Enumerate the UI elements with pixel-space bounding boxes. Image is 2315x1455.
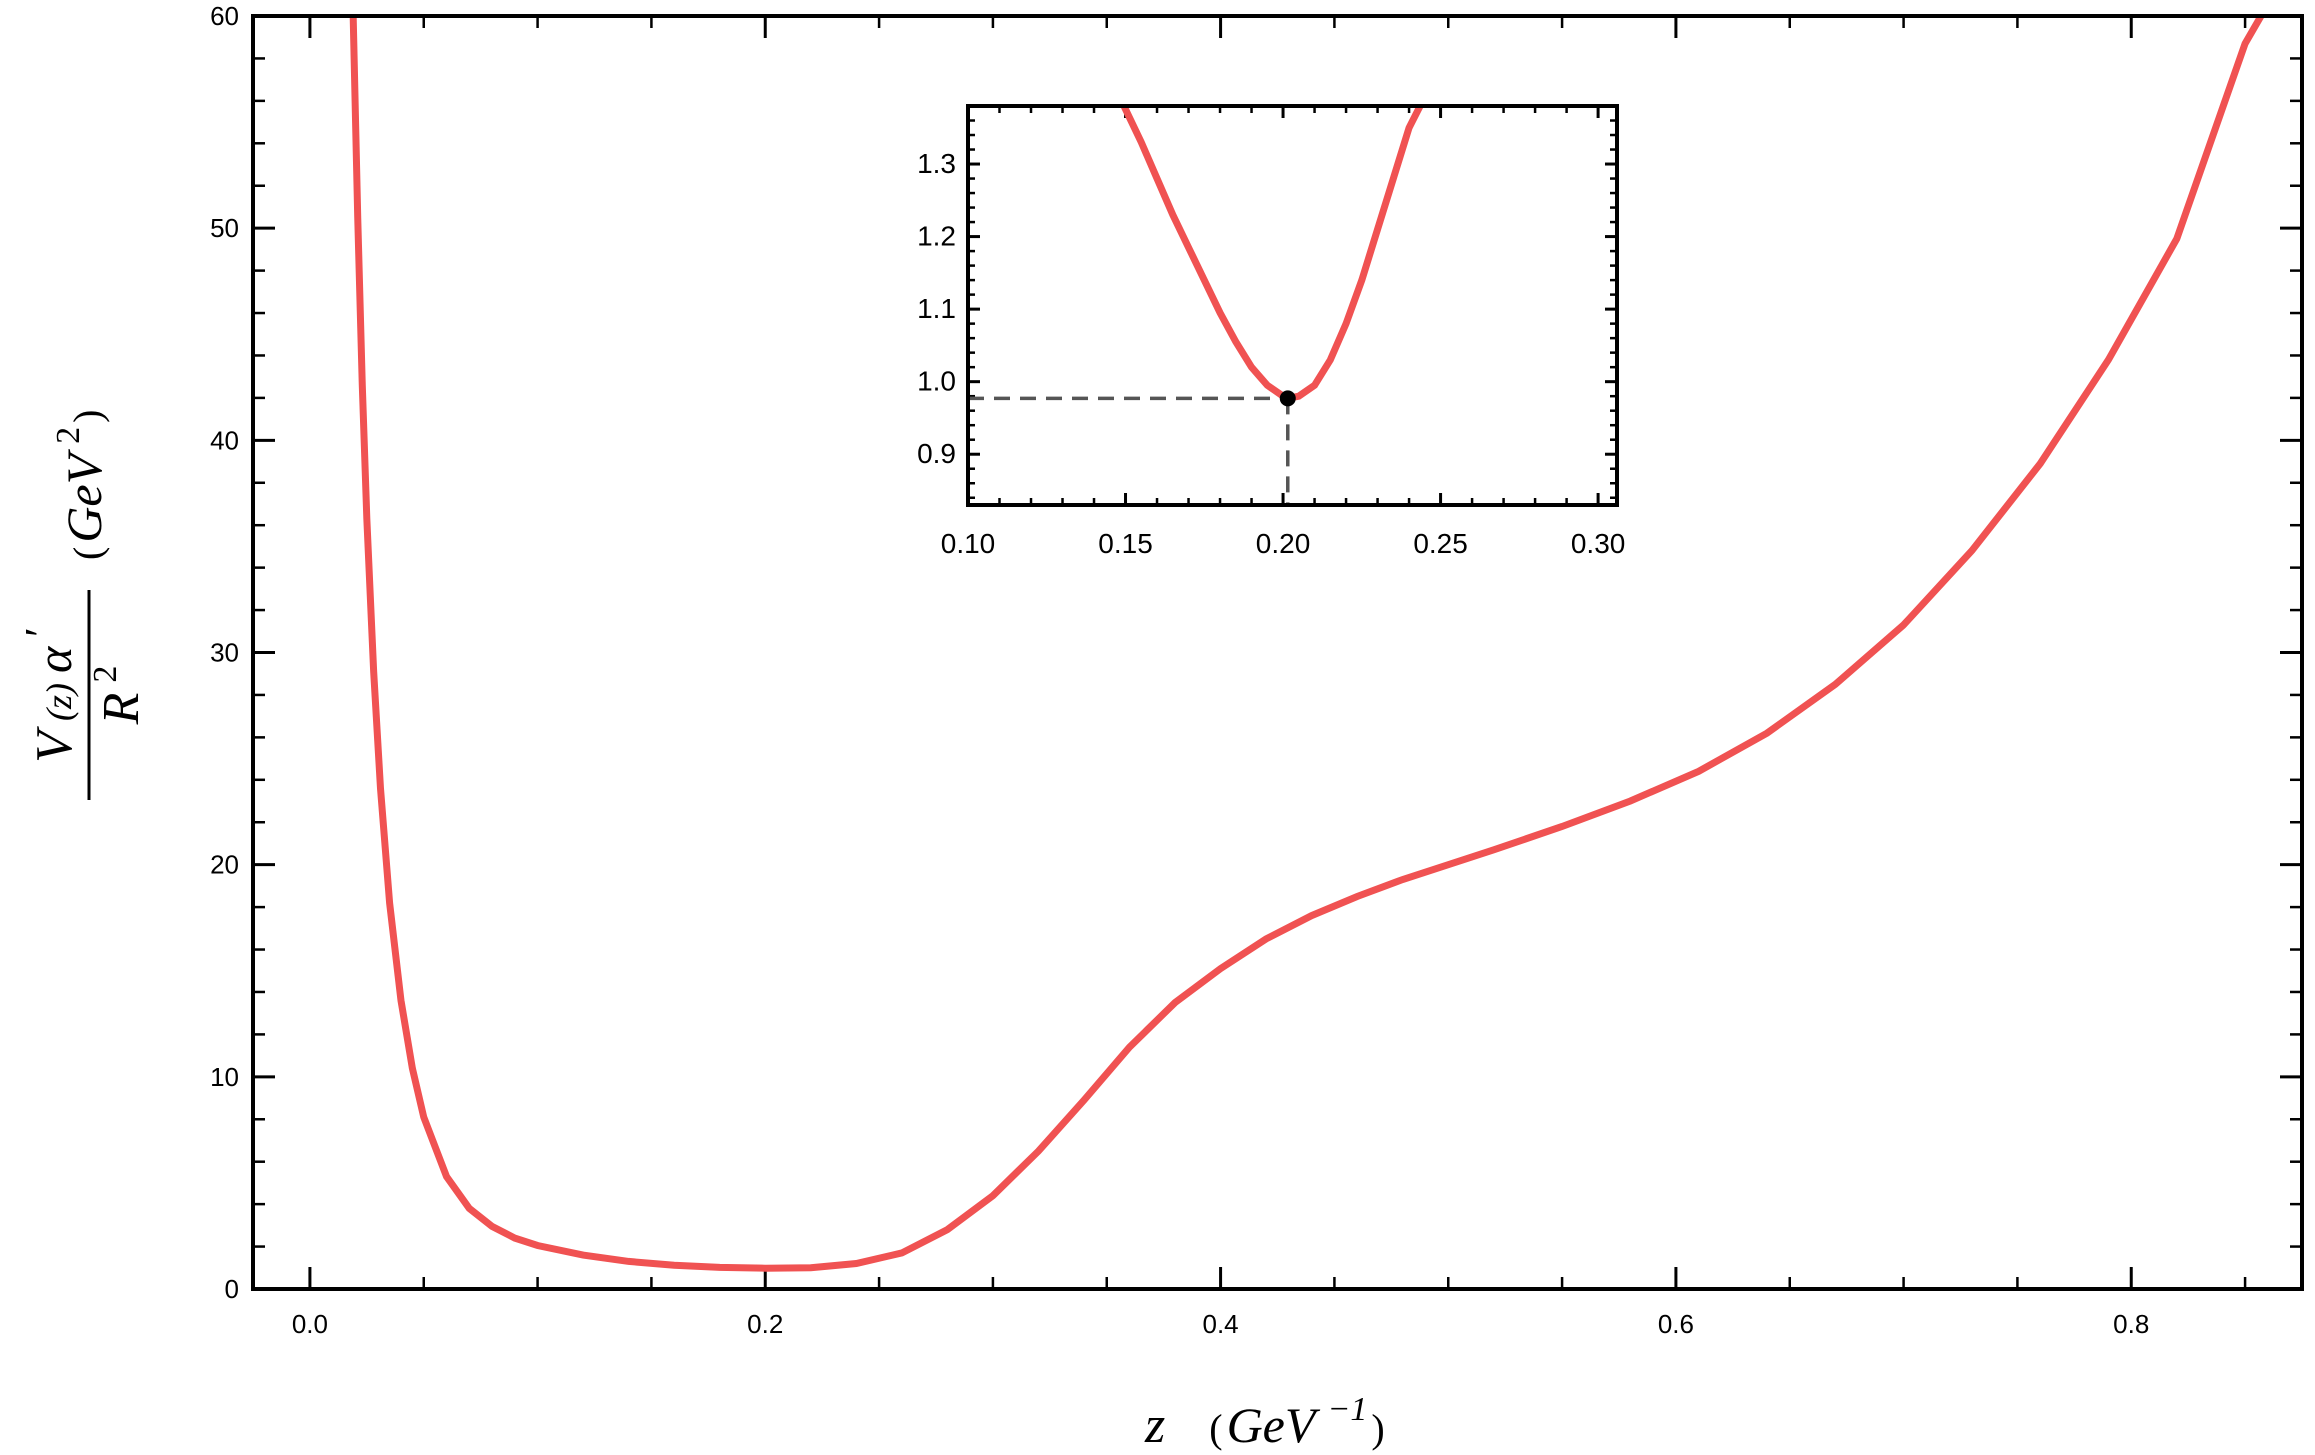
inset-plot-frame (966, 104, 1619, 507)
main-plot-frame (251, 14, 2304, 1291)
main-y-tick-label: 60 (210, 1, 239, 31)
y-axis-unit-exponent: 2 (50, 427, 87, 444)
x-axis-unit-close: ) (1371, 1406, 1384, 1451)
main-y-tick-label: 40 (210, 425, 239, 455)
y-axis-numerator: V (z) α ′ (16, 627, 83, 763)
x-axis-variable: z (1144, 1397, 1165, 1454)
y-axis-numerator-arg: (z) (39, 683, 79, 721)
inset-minimum-point (1279, 390, 1296, 407)
inset-minimum-guides (968, 396, 1290, 505)
main-y-tick-label: 20 (210, 850, 239, 880)
main-y-tick-label: 10 (210, 1062, 239, 1092)
inset-y-tick-label: 1.0 (917, 366, 956, 397)
main-tick-labels: 0.0 0.2 0.4 0.6 0.8 0 10 20 30 40 50 60 (210, 1, 2149, 1339)
inset-x-tick-label: 0.25 (1413, 528, 1468, 559)
x-axis-unit: GeV (1227, 1397, 1321, 1453)
inset-y-tick-label: 1.2 (917, 221, 956, 252)
y-axis-unit-name: GeV (56, 448, 112, 542)
y-axis-unit-close: ) (65, 410, 110, 423)
inset-x-tick-label: 0.15 (1098, 528, 1153, 559)
main-y-tick-label: 50 (210, 213, 239, 243)
y-axis-title: V (z) α ′ R 2 ( GeV 2 ) (16, 410, 150, 800)
x-axis-unit-open: ( (1209, 1406, 1222, 1451)
inset-y-tick-label: 1.3 (917, 148, 956, 179)
y-axis-numerator-prime: ′ (16, 627, 65, 637)
main-y-tick-label: 0 (225, 1274, 239, 1304)
main-x-tick-label: 0.0 (292, 1309, 328, 1339)
main-x-tick-label: 0.6 (1658, 1309, 1694, 1339)
main-x-tick-label: 0.4 (1203, 1309, 1239, 1339)
inset-x-tick-label: 0.20 (1256, 528, 1311, 559)
y-axis-denominator-exponent: 2 (87, 666, 124, 683)
y-axis-numerator-alpha: α (26, 645, 82, 673)
main-series-line (349, 16, 2265, 1272)
y-axis-denominator-r: R (93, 693, 150, 726)
y-axis-unit-open: ( (65, 547, 110, 560)
inset-background (968, 106, 1617, 505)
y-axis-unit: ( GeV 2 ) (50, 410, 112, 561)
x-axis-unit-exponent: −1 (1327, 1391, 1367, 1428)
x-axis-title: z ( GeV −1 ) (1144, 1391, 1385, 1454)
inset-tick-labels: 0.10 0.15 0.20 0.25 0.30 0.9 1.0 1.1 1.2 1.3 (917, 148, 1625, 559)
inset-y-tick-label: 1.1 (917, 293, 956, 324)
y-axis-numerator-v: V (26, 726, 83, 763)
inset-x-tick-label: 0.30 (1571, 528, 1626, 559)
y-axis-denominator: R 2 (87, 666, 150, 726)
main-x-tick-label: 0.8 (2113, 1309, 2149, 1339)
main-x-tick-label: 0.2 (747, 1309, 783, 1339)
inset-y-tick-label: 0.9 (917, 438, 956, 469)
inset-x-tick-label: 0.10 (941, 528, 996, 559)
main-y-tick-label: 30 (210, 638, 239, 668)
